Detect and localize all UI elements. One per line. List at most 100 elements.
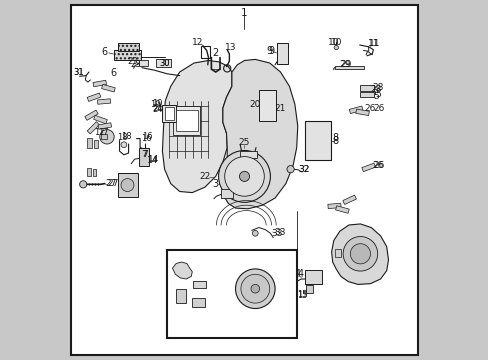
Bar [359,92,373,97]
Text: 32: 32 [298,166,309,175]
Bar [156,59,171,67]
Polygon shape [98,123,111,129]
Bar [359,85,373,91]
Text: 25: 25 [238,138,249,147]
Polygon shape [87,122,99,134]
Polygon shape [331,224,387,284]
Text: 3: 3 [211,179,218,189]
Bar [201,46,210,58]
Bar [305,121,330,160]
Polygon shape [162,60,231,193]
Text: 11: 11 [367,40,378,49]
Bar [176,289,186,303]
Text: 32: 32 [298,165,309,174]
Text: 27: 27 [107,179,118,188]
Polygon shape [355,109,368,116]
Bar [87,168,91,176]
Circle shape [80,181,87,188]
Bar [193,281,205,288]
Bar [192,298,204,307]
Text: 2: 2 [211,48,218,58]
Bar [139,60,148,66]
Bar [305,270,322,284]
Text: 20: 20 [249,100,261,109]
Text: 26: 26 [372,161,384,170]
Polygon shape [97,99,110,104]
Bar [93,169,96,176]
Bar [221,189,232,198]
Text: 31: 31 [73,68,83,77]
Bar [118,43,139,51]
Circle shape [343,237,377,271]
Circle shape [250,284,259,293]
Bar [162,105,176,122]
Bar [335,249,340,257]
Polygon shape [87,93,101,102]
Text: 19: 19 [152,99,163,108]
Bar [87,138,92,148]
Text: 18: 18 [121,132,131,141]
Bar [167,250,296,338]
Circle shape [349,244,370,264]
Text: 5: 5 [374,90,380,99]
Polygon shape [361,163,375,172]
Text: 24: 24 [152,104,163,113]
Bar [173,106,200,135]
Bar [239,151,257,158]
Polygon shape [335,206,348,213]
Polygon shape [172,262,192,279]
Text: 33: 33 [274,228,285,237]
Bar [258,90,276,121]
Text: 7: 7 [142,150,147,159]
Bar [335,66,363,69]
Bar [139,148,149,166]
Text: 28: 28 [371,83,383,92]
Text: 13: 13 [224,43,236,52]
Polygon shape [348,106,362,113]
Bar [114,50,141,60]
Polygon shape [102,85,115,92]
Polygon shape [223,59,297,209]
Text: 29: 29 [338,60,349,69]
Bar [94,140,98,148]
Text: 1: 1 [241,8,247,18]
Text: 22: 22 [199,172,210,181]
Circle shape [218,150,270,202]
Text: 26: 26 [372,104,384,113]
Text: 29: 29 [340,60,351,69]
Bar [118,173,137,197]
Bar [164,107,174,120]
Text: 16: 16 [141,134,152,143]
Text: 17: 17 [94,128,105,137]
Text: 31: 31 [73,68,83,77]
Text: 26: 26 [364,104,375,113]
Text: 15: 15 [296,290,307,299]
Text: 30: 30 [159,59,169,68]
Text: 5: 5 [372,92,378,101]
Bar [101,134,107,139]
Text: 30: 30 [159,59,169,68]
Circle shape [224,157,264,196]
Bar [306,285,312,293]
Text: 33: 33 [270,229,282,238]
Text: 18: 18 [117,133,127,142]
Polygon shape [327,203,341,209]
Text: 23: 23 [127,58,138,67]
Polygon shape [84,110,98,120]
Text: 23: 23 [130,60,141,69]
Polygon shape [94,115,107,124]
Text: 26: 26 [371,161,383,170]
Text: 24: 24 [152,105,163,114]
Circle shape [121,142,126,148]
Text: 21: 21 [274,104,285,113]
Text: 11: 11 [368,39,380,48]
Circle shape [252,230,258,236]
Text: 10: 10 [330,38,342,47]
Text: 9: 9 [266,46,272,56]
Text: 6: 6 [102,47,108,57]
Circle shape [333,45,338,50]
Circle shape [100,130,114,144]
Circle shape [286,166,294,173]
Text: 8: 8 [331,136,338,146]
Polygon shape [342,195,356,204]
